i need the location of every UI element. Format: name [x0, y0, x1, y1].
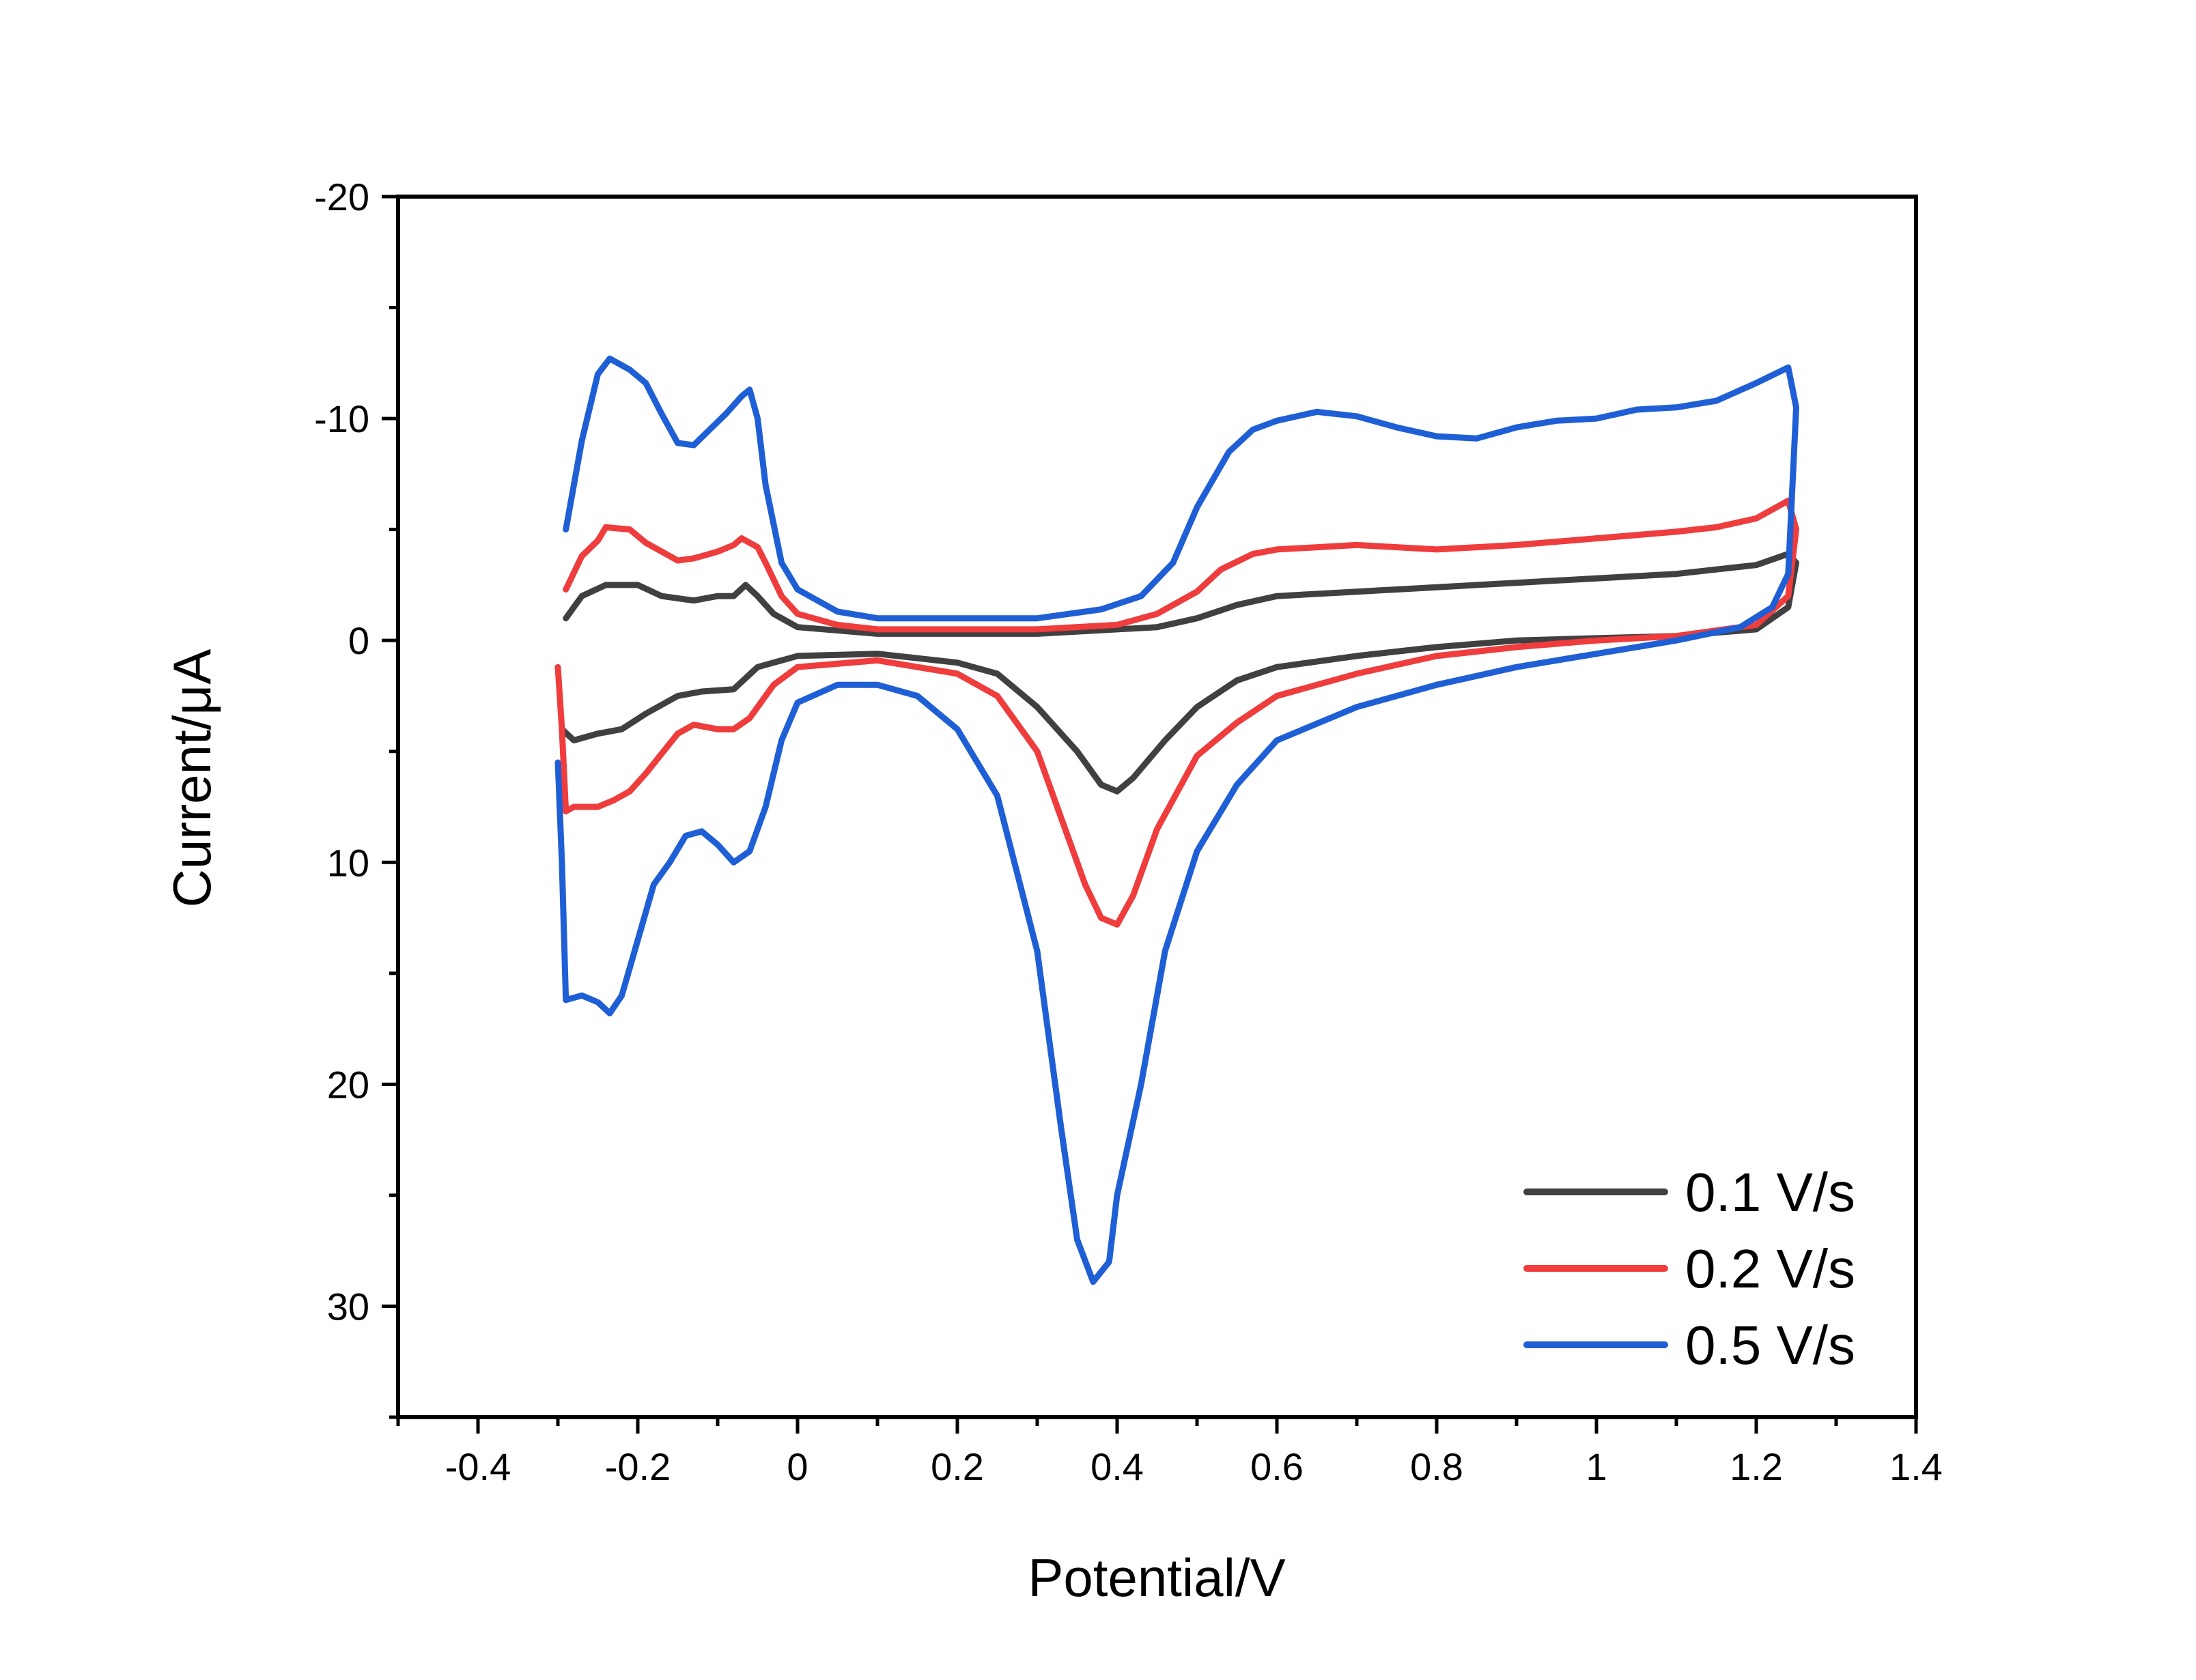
legend: 0.1 V/s 0.2 V/s 0.5 V/s [1523, 1162, 1855, 1376]
series-line-2 [554, 497, 1799, 928]
legend-label-3: 0.5 V/s [1685, 1315, 1855, 1376]
x-axis: -0.4 -0.2 0 0.2 0.4 0.6 0.8 1 1.2 1.4 [396, 1417, 1943, 1488]
plot-lines [554, 355, 1799, 1285]
y-tick-label: -10 [314, 397, 369, 440]
x-tick-label: -0.2 [605, 1445, 671, 1488]
x-tick-label: 0.2 [931, 1445, 984, 1488]
y-axis-title: Current/μA [162, 649, 222, 908]
x-tick-label: 1 [1586, 1445, 1607, 1488]
x-tick-label: 0.8 [1410, 1445, 1463, 1488]
y-axis: -20 -10 0 10 20 30 [314, 175, 398, 1419]
x-tick-label: -0.4 [445, 1445, 511, 1488]
series-line-1 [559, 550, 1799, 795]
y-tick-label: -20 [314, 175, 369, 218]
x-tick-label: 1.4 [1889, 1445, 1943, 1488]
x-tick-label: 0 [787, 1445, 808, 1488]
y-tick-label: 0 [348, 619, 369, 662]
series-line-3 [554, 355, 1799, 1285]
x-tick-label: 0.4 [1090, 1445, 1144, 1488]
y-tick-label: 20 [327, 1063, 369, 1106]
x-axis-title: Potential/V [1028, 1548, 1285, 1608]
plot-frame [396, 195, 1918, 1419]
x-tick-label: 0.6 [1250, 1445, 1304, 1488]
y-tick-label: 10 [327, 841, 369, 884]
legend-label-1: 0.1 V/s [1685, 1162, 1855, 1223]
y-tick-label: 30 [327, 1285, 369, 1328]
legend-label-2: 0.2 V/s [1685, 1238, 1855, 1299]
x-tick-label: 1.2 [1730, 1445, 1783, 1488]
